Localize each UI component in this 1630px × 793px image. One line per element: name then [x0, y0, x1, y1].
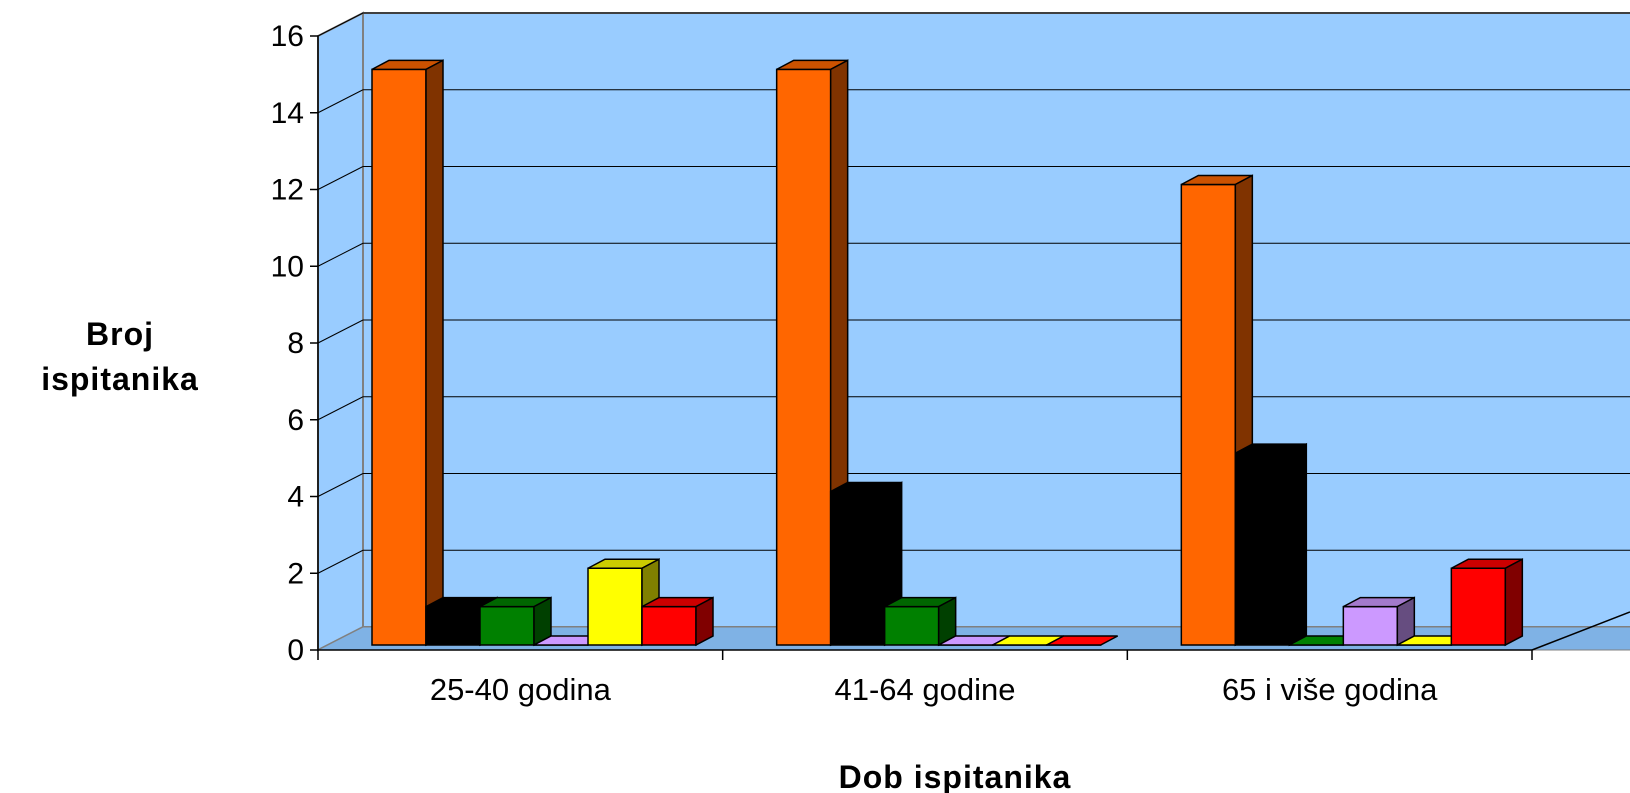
y-tick-label: 8 — [287, 327, 304, 360]
bar-front — [479, 605, 535, 646]
x-category-label: 65 i više godina — [1222, 672, 1438, 707]
bar — [883, 596, 957, 647]
gridline-side — [317, 89, 364, 114]
x-category-label: 25-40 godina — [430, 672, 612, 707]
x-axis-depth-line — [1531, 611, 1630, 651]
chart-walls — [317, 11, 1630, 652]
x-category-labels: 25-40 godina 41-64 godine 65 i više godina — [430, 672, 1438, 707]
bar-front — [1180, 183, 1237, 646]
bar-top — [1046, 635, 1119, 646]
bar — [479, 596, 552, 647]
bar-front — [829, 490, 886, 646]
gridline-side — [317, 549, 364, 574]
gridline-side — [317, 242, 364, 267]
bar-side — [695, 596, 714, 647]
bar — [641, 596, 714, 647]
bar-front — [1234, 452, 1291, 646]
y-tick-labels: 0 2 4 6 8 10 12 14 16 — [271, 20, 304, 667]
gridline-side — [317, 166, 364, 190]
bar — [1045, 635, 1119, 646]
y-tick-label: 0 — [287, 634, 304, 667]
bar — [371, 59, 444, 647]
y-tick-label: 14 — [271, 97, 304, 130]
bar-side — [1288, 442, 1308, 647]
bar-front — [425, 605, 481, 646]
x-category-label: 41-64 godine — [835, 672, 1016, 707]
bar-front — [641, 605, 697, 646]
y-axis-title-line2: ispitanika — [41, 361, 199, 397]
bar-front — [883, 605, 940, 646]
y-tick-label: 10 — [271, 250, 304, 283]
bar — [1342, 596, 1416, 647]
y-tick-label: 2 — [287, 557, 304, 590]
axes — [310, 35, 1630, 660]
bar-front — [1450, 567, 1507, 646]
bar-front — [775, 68, 832, 646]
bar-front — [587, 567, 643, 646]
bars — [371, 59, 1524, 647]
bar-front — [1342, 605, 1399, 646]
x-axis-title: Dob ispitanika — [839, 759, 1072, 793]
gridline-side — [317, 319, 364, 344]
bar-side — [1504, 558, 1524, 647]
bar-front — [371, 68, 427, 646]
bar — [775, 59, 849, 647]
bar — [1450, 558, 1524, 647]
bar-side — [425, 59, 444, 647]
y-tick-label: 4 — [287, 481, 304, 514]
y-tick-label: 12 — [271, 174, 304, 207]
y-axis-title-line1: Broj — [86, 316, 154, 352]
gridline-side — [317, 12, 364, 37]
y-tick-label: 6 — [287, 404, 304, 437]
y-tick-label: 16 — [271, 20, 304, 53]
gridline-side — [317, 396, 364, 421]
bar — [425, 596, 498, 647]
bar — [1234, 442, 1308, 647]
gridline-side — [317, 473, 364, 497]
gridlines — [317, 12, 1630, 574]
